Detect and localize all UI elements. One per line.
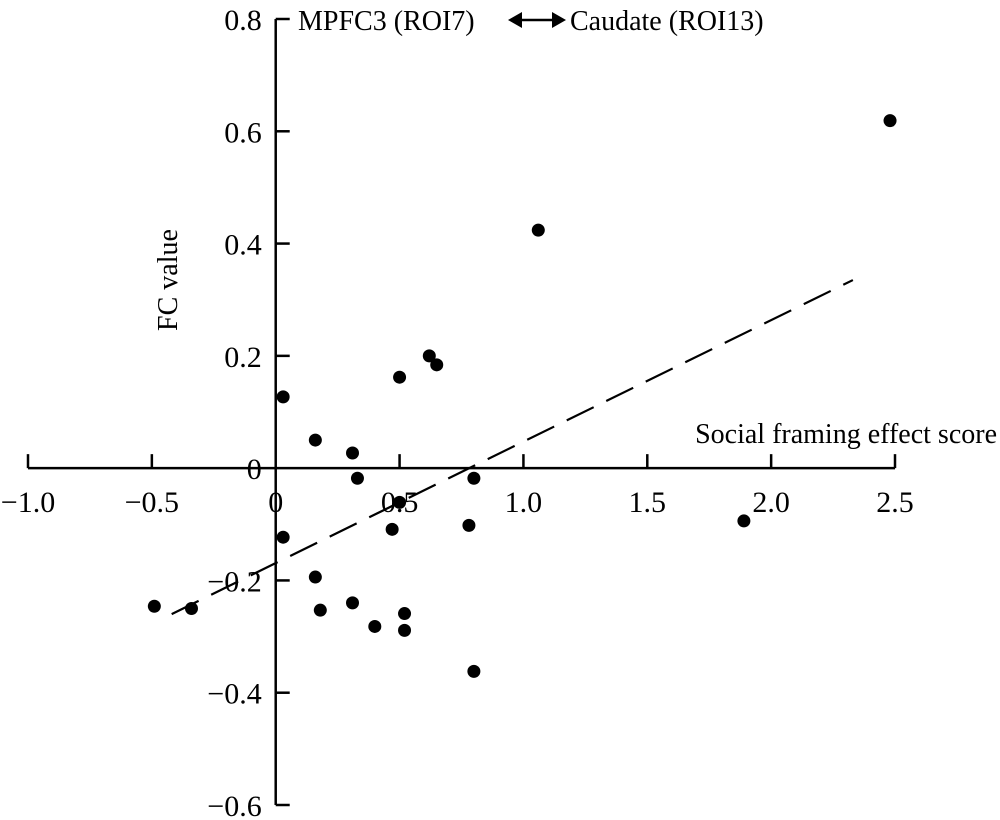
data-point: [467, 471, 481, 485]
data-point: [276, 530, 290, 544]
y-tick-label: −0.6: [207, 790, 261, 820]
data-point: [350, 471, 364, 485]
data-point: [462, 518, 476, 532]
x-axis-title: Social framing effect score: [695, 419, 997, 450]
y-tick-label: 0.2: [224, 341, 262, 374]
data-point: [308, 433, 322, 447]
x-tick-label: 2.5: [876, 486, 914, 519]
x-tick-label: 2.0: [752, 486, 790, 519]
y-tick-label: 0: [247, 453, 262, 486]
x-tick-label: 1.5: [629, 486, 667, 519]
x-tick-label: 0: [268, 486, 283, 519]
chart-title-left: MPFC3 (ROI7): [298, 6, 475, 37]
y-tick-label: 0.4: [224, 229, 262, 262]
data-point: [346, 446, 360, 460]
data-point: [398, 607, 412, 621]
y-axis-title: FC value: [153, 229, 184, 331]
data-point: [276, 390, 290, 404]
y-tick-label: 0.6: [224, 116, 262, 149]
y-ticks: −0.6−0.4−0.200.20.40.60.8: [207, 4, 290, 820]
regression-fit-line: [171, 279, 854, 616]
data-point: [346, 596, 360, 610]
axes: −1.0−0.500.51.01.52.02.5 −0.6−0.4−0.200.…: [1, 4, 914, 820]
bidirectional-arrow-icon: [508, 12, 566, 28]
x-tick-label: 1.0: [505, 486, 543, 519]
data-point: [393, 495, 407, 509]
data-point: [368, 619, 382, 633]
data-point: [737, 514, 751, 528]
data-point: [147, 599, 161, 613]
y-tick-label: −0.4: [207, 678, 261, 711]
x-ticks: −1.0−0.500.51.01.52.02.5: [1, 454, 914, 519]
data-point: [883, 114, 897, 128]
data-point: [385, 522, 399, 536]
x-tick-label: −0.5: [125, 486, 179, 519]
data-point: [398, 623, 412, 637]
data-point: [308, 570, 322, 584]
data-point: [467, 664, 481, 678]
y-tick-label: 0.8: [224, 4, 262, 37]
x-tick-label: −1.0: [1, 486, 55, 519]
data-points: [147, 114, 897, 678]
data-point: [422, 349, 436, 363]
data-point: [184, 602, 198, 615]
data-point: [430, 358, 444, 372]
data-point: [393, 370, 407, 384]
data-point: [313, 603, 327, 617]
chart-title-right: Caudate (ROI13): [570, 6, 764, 37]
data-point: [531, 223, 545, 237]
